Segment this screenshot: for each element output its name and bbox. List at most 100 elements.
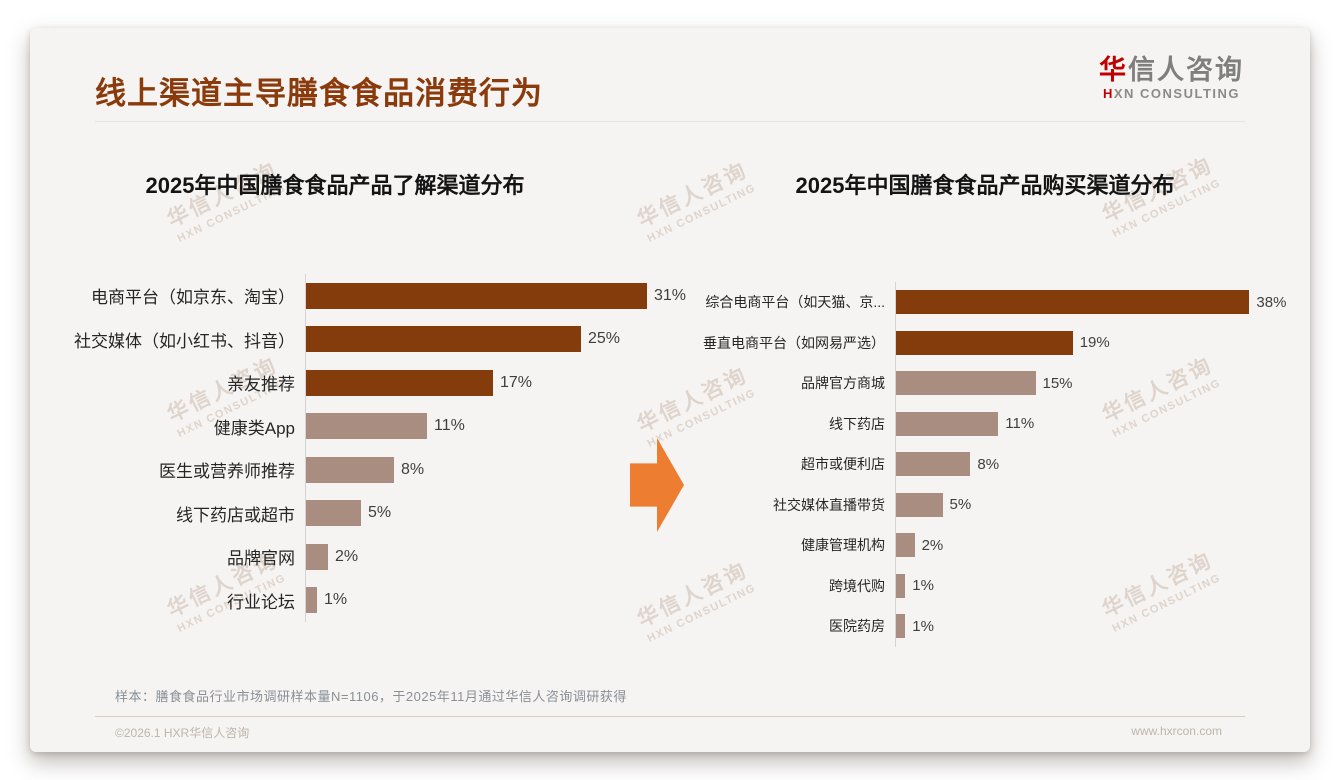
value-label: 5%	[368, 504, 392, 522]
bar-area: 15%	[895, 363, 1073, 404]
chart-row: 社交媒体直播带货 5%	[700, 484, 1286, 525]
bar-area: 11%	[305, 404, 465, 448]
header-divider	[95, 121, 1245, 122]
bar	[896, 533, 915, 558]
chart-row: 品牌官网 2%	[30, 535, 686, 579]
chart-row: 超市或便利店 8%	[700, 444, 1286, 485]
chart-row: 健康类App 11%	[30, 404, 686, 448]
bar-area: 5%	[895, 484, 972, 525]
chart-row: 医院药房 1%	[700, 606, 1286, 647]
value-label: 1%	[912, 617, 934, 635]
value-label: 2%	[921, 536, 944, 554]
chart-row: 品牌官方商城 15%	[700, 363, 1286, 404]
category-label: 综合电商平台（如天猫、京...	[705, 294, 885, 311]
bar	[896, 411, 999, 436]
value-label: 8%	[401, 460, 425, 478]
bar	[306, 282, 647, 309]
category-label: 行业论坛	[227, 592, 295, 612]
value-label: 31%	[654, 286, 687, 304]
logo-accent-char: 华	[1099, 55, 1128, 85]
bar	[896, 573, 906, 598]
value-label: 19%	[1079, 334, 1110, 352]
chart-row: 电商平台（如京东、淘宝） 31%	[30, 274, 686, 318]
value-label: 17%	[500, 373, 533, 391]
category-label: 垂直电商平台（如网易严选）	[703, 334, 885, 351]
chart-row: 跨境代购 1%	[700, 565, 1286, 606]
awareness-channel-chart: 电商平台（如京东、淘宝） 31% 社交媒体（如小红书、抖音） 25% 亲友推荐 17% 健康…	[30, 274, 686, 622]
bar-area: 25%	[305, 317, 621, 361]
logo-cn-rest: 信人咨询	[1128, 55, 1244, 85]
footer-divider	[95, 716, 1245, 717]
category-label: 跨境代购	[829, 577, 885, 594]
category-label: 健康类App	[213, 418, 295, 438]
value-label: 11%	[1005, 415, 1035, 433]
chart-row: 线下药店 11%	[700, 403, 1286, 444]
bar	[896, 452, 971, 477]
bar	[896, 330, 1073, 355]
category-label: 品牌官方商城	[801, 375, 885, 392]
logo-english-name: HXN CONSULTING	[1102, 85, 1241, 101]
chart-row: 综合电商平台（如天猫、京... 38%	[700, 282, 1286, 323]
value-label: 15%	[1042, 374, 1073, 392]
value-label: 11%	[434, 417, 465, 435]
bar-area: 17%	[305, 361, 532, 405]
chart-row: 医生或营养师推荐 8%	[30, 448, 686, 492]
bar-area: 38%	[895, 282, 1286, 323]
bar	[896, 614, 906, 639]
bar-area: 8%	[305, 448, 424, 492]
value-label: 1%	[912, 577, 934, 595]
category-label: 社交媒体（如小红书、抖音）	[74, 331, 295, 351]
bar	[306, 326, 581, 353]
page-title: 线上渠道主导膳食食品消费行为	[95, 76, 543, 111]
bar-area: 1%	[895, 606, 934, 647]
bar-area: 2%	[895, 525, 943, 566]
logo-chinese-name: 华信人咨询	[1099, 55, 1244, 86]
bar	[306, 587, 317, 614]
value-label: 25%	[588, 330, 621, 348]
category-label: 社交媒体直播带货	[773, 496, 885, 513]
bar	[896, 371, 1036, 396]
bar-area: 2%	[305, 535, 358, 579]
sample-footnote: 样本：膳食食品行业市场调研样本量N=1106，于2025年11月通过华信人咨询调…	[115, 689, 627, 704]
chart-row: 健康管理机构 2%	[700, 525, 1286, 566]
chart-row: 社交媒体（如小红书、抖音） 25%	[30, 317, 686, 361]
bar	[306, 413, 427, 440]
bar	[306, 543, 328, 570]
slide-card: 华信人咨询 HXN CONSULTING 华信人咨询 HXN CONSULTING 华信…	[30, 28, 1310, 752]
category-label: 医院药房	[829, 618, 885, 635]
bar-area: 8%	[895, 444, 999, 485]
chart-row: 行业论坛 1%	[30, 578, 686, 622]
website-link[interactable]: www.hxrcon.com	[1131, 724, 1222, 738]
bar	[896, 492, 943, 517]
category-label: 医生或营养师推荐	[159, 462, 295, 482]
chart-row: 线下药店或超市 5%	[30, 491, 686, 535]
chart-row: 亲友推荐 17%	[30, 361, 686, 405]
category-label: 亲友推荐	[227, 375, 295, 395]
value-label: 2%	[335, 547, 359, 565]
category-label: 电商平台（如京东、淘宝）	[91, 288, 295, 308]
chart-row: 垂直电商平台（如网易严选） 19%	[700, 322, 1286, 363]
value-label: 38%	[1256, 293, 1287, 311]
bar-area: 19%	[895, 322, 1110, 363]
bar-area: 1%	[305, 578, 348, 622]
bar	[306, 369, 493, 396]
bar-area: 5%	[305, 491, 392, 535]
category-label: 品牌官网	[227, 549, 295, 569]
category-label: 线下药店	[829, 415, 885, 432]
bar	[306, 456, 394, 483]
bar	[896, 290, 1250, 315]
value-label: 1%	[324, 591, 348, 609]
purchase-channel-chart: 综合电商平台（如天猫、京... 38% 垂直电商平台（如网易严选） 19% 品牌官方商城…	[700, 282, 1286, 647]
category-label: 线下药店或超市	[176, 505, 295, 525]
awareness-chart-title: 2025年中国膳食食品产品了解渠道分布	[145, 173, 525, 198]
category-label: 健康管理机构	[801, 537, 885, 554]
company-logo: 华信人咨询 HXN CONSULTING	[1099, 55, 1244, 101]
value-label: 5%	[949, 496, 972, 514]
category-label: 超市或便利店	[801, 456, 885, 473]
bar-area: 31%	[305, 274, 686, 318]
bar-area: 1%	[895, 565, 934, 606]
bar	[306, 500, 361, 527]
purchase-chart-title: 2025年中国膳食食品产品购买渠道分布	[795, 173, 1175, 198]
copyright-text: ©2026.1 HXR华信人咨询	[115, 726, 250, 740]
value-label: 8%	[977, 455, 1000, 473]
